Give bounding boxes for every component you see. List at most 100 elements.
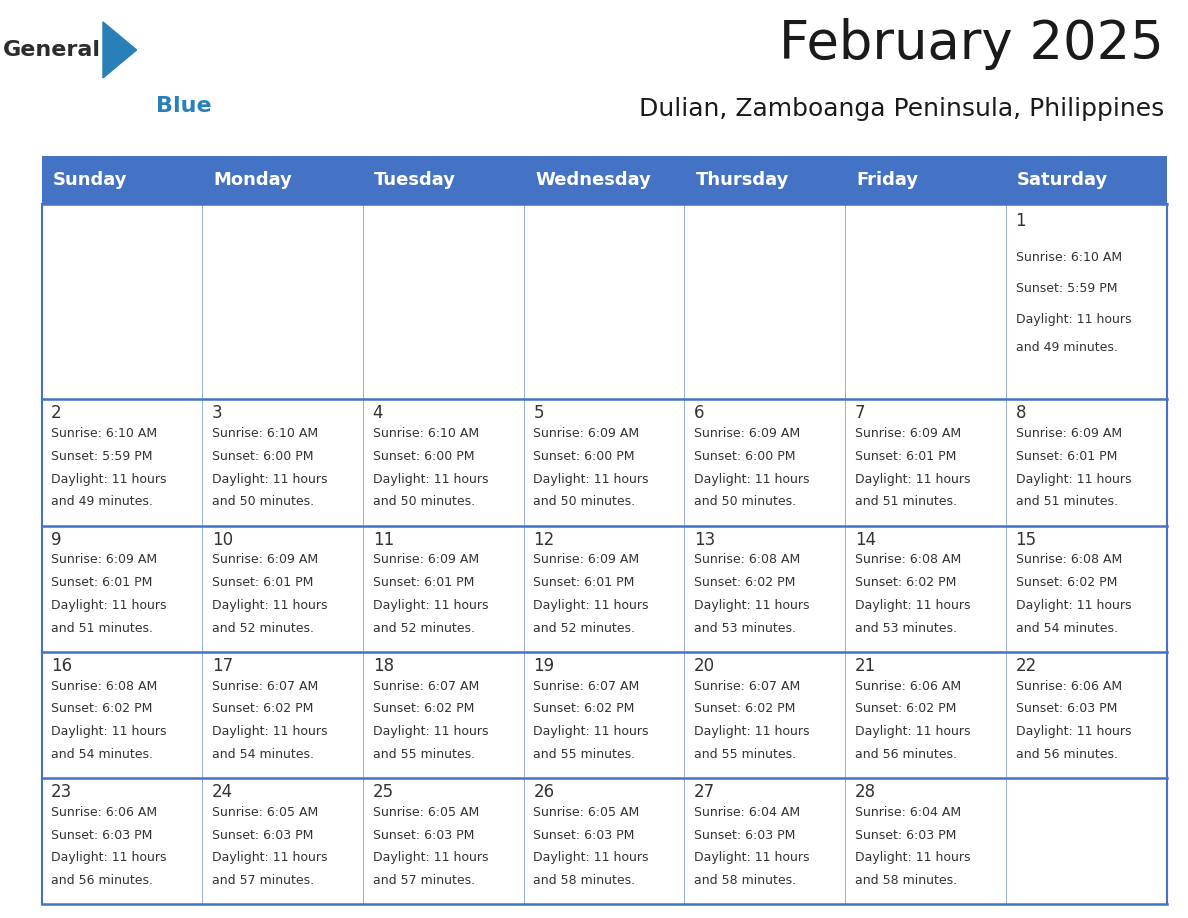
Text: Daylight: 11 hours: Daylight: 11 hours [51, 473, 166, 486]
Bar [42, 156, 202, 204]
Text: Sunrise: 6:10 AM: Sunrise: 6:10 AM [51, 427, 157, 440]
Text: Sunset: 5:59 PM: Sunset: 5:59 PM [1016, 282, 1117, 295]
Text: Daylight: 11 hours: Daylight: 11 hours [373, 473, 488, 486]
Text: Sunset: 6:01 PM: Sunset: 6:01 PM [211, 577, 314, 589]
Text: Sunset: 6:02 PM: Sunset: 6:02 PM [373, 702, 474, 715]
Text: and 55 minutes.: and 55 minutes. [533, 748, 636, 761]
Text: Daylight: 11 hours: Daylight: 11 hours [51, 851, 166, 864]
Text: Daylight: 11 hours: Daylight: 11 hours [855, 473, 971, 486]
Text: Sunrise: 6:08 AM: Sunrise: 6:08 AM [51, 679, 158, 692]
Text: 19: 19 [533, 657, 555, 675]
Text: Daylight: 11 hours: Daylight: 11 hours [1016, 473, 1131, 486]
Text: Sunset: 6:02 PM: Sunset: 6:02 PM [855, 702, 956, 715]
Text: and 58 minutes.: and 58 minutes. [694, 874, 796, 887]
Text: Sunset: 6:03 PM: Sunset: 6:03 PM [211, 829, 314, 842]
Text: Sunset: 6:01 PM: Sunset: 6:01 PM [1016, 450, 1117, 463]
Text: Sunrise: 6:08 AM: Sunrise: 6:08 AM [855, 554, 961, 566]
Text: Sunset: 6:01 PM: Sunset: 6:01 PM [855, 450, 956, 463]
Text: 5: 5 [533, 405, 544, 422]
Text: Sunrise: 6:09 AM: Sunrise: 6:09 AM [855, 427, 961, 440]
Text: Sunset: 6:03 PM: Sunset: 6:03 PM [1016, 702, 1117, 715]
Text: and 56 minutes.: and 56 minutes. [51, 874, 153, 887]
Text: and 51 minutes.: and 51 minutes. [1016, 496, 1118, 509]
Text: Sunset: 6:03 PM: Sunset: 6:03 PM [373, 829, 474, 842]
Text: Sunset: 6:03 PM: Sunset: 6:03 PM [51, 829, 152, 842]
Text: and 54 minutes.: and 54 minutes. [211, 748, 314, 761]
Text: Daylight: 11 hours: Daylight: 11 hours [533, 473, 649, 486]
Text: 23: 23 [51, 783, 72, 801]
Text: Daylight: 11 hours: Daylight: 11 hours [211, 851, 328, 864]
Text: Blue: Blue [156, 96, 211, 116]
Text: 4: 4 [373, 405, 384, 422]
Text: 13: 13 [694, 531, 715, 549]
Text: Daylight: 11 hours: Daylight: 11 hours [1016, 313, 1131, 326]
Text: Sunset: 6:02 PM: Sunset: 6:02 PM [855, 577, 956, 589]
Polygon shape [103, 22, 137, 78]
Text: Daylight: 11 hours: Daylight: 11 hours [694, 473, 809, 486]
Text: 24: 24 [211, 783, 233, 801]
Text: and 53 minutes.: and 53 minutes. [694, 621, 796, 634]
Text: and 51 minutes.: and 51 minutes. [855, 496, 956, 509]
Text: Daylight: 11 hours: Daylight: 11 hours [855, 599, 971, 611]
Text: Daylight: 11 hours: Daylight: 11 hours [533, 851, 649, 864]
Text: 8: 8 [1016, 405, 1026, 422]
Text: Daylight: 11 hours: Daylight: 11 hours [373, 599, 488, 611]
Text: Daylight: 11 hours: Daylight: 11 hours [211, 725, 328, 738]
Text: Sunset: 6:03 PM: Sunset: 6:03 PM [855, 829, 956, 842]
Text: Sunrise: 6:05 AM: Sunrise: 6:05 AM [533, 806, 639, 819]
Text: and 50 minutes.: and 50 minutes. [694, 496, 796, 509]
Text: Sunrise: 6:09 AM: Sunrise: 6:09 AM [211, 554, 318, 566]
Text: 3: 3 [211, 405, 222, 422]
Text: Daylight: 11 hours: Daylight: 11 hours [373, 851, 488, 864]
Text: 1: 1 [1016, 212, 1026, 230]
Text: General: General [4, 40, 101, 60]
Text: Daylight: 11 hours: Daylight: 11 hours [694, 851, 809, 864]
Text: 21: 21 [855, 657, 876, 675]
Text: Sunset: 6:02 PM: Sunset: 6:02 PM [211, 702, 314, 715]
Text: Sunrise: 6:09 AM: Sunrise: 6:09 AM [694, 427, 801, 440]
Text: and 52 minutes.: and 52 minutes. [373, 621, 475, 634]
Text: Daylight: 11 hours: Daylight: 11 hours [211, 599, 328, 611]
Text: Daylight: 11 hours: Daylight: 11 hours [533, 725, 649, 738]
Bar [364, 156, 524, 204]
Text: 12: 12 [533, 531, 555, 549]
Text: Daylight: 11 hours: Daylight: 11 hours [1016, 599, 1131, 611]
Text: 27: 27 [694, 783, 715, 801]
Text: 11: 11 [373, 531, 394, 549]
Text: Sunset: 6:03 PM: Sunset: 6:03 PM [694, 829, 796, 842]
Text: Sunrise: 6:09 AM: Sunrise: 6:09 AM [1016, 427, 1121, 440]
Text: Sunrise: 6:09 AM: Sunrise: 6:09 AM [533, 427, 639, 440]
Text: and 52 minutes.: and 52 minutes. [533, 621, 636, 634]
Text: Dulian, Zamboanga Peninsula, Philippines: Dulian, Zamboanga Peninsula, Philippines [639, 97, 1164, 121]
Text: Sunrise: 6:05 AM: Sunrise: 6:05 AM [211, 806, 318, 819]
Text: Monday: Monday [214, 171, 292, 189]
Text: Sunset: 6:01 PM: Sunset: 6:01 PM [533, 577, 634, 589]
Text: Sunrise: 6:07 AM: Sunrise: 6:07 AM [211, 679, 318, 692]
Text: Sunrise: 6:09 AM: Sunrise: 6:09 AM [533, 554, 639, 566]
Bar [845, 156, 1006, 204]
Text: Thursday: Thursday [696, 171, 789, 189]
Text: Sunset: 6:02 PM: Sunset: 6:02 PM [694, 702, 796, 715]
Text: Sunrise: 6:07 AM: Sunrise: 6:07 AM [694, 679, 801, 692]
Text: 17: 17 [211, 657, 233, 675]
Text: Saturday: Saturday [1017, 171, 1108, 189]
Text: and 49 minutes.: and 49 minutes. [1016, 341, 1118, 353]
Text: Sunrise: 6:04 AM: Sunrise: 6:04 AM [694, 806, 801, 819]
Text: Daylight: 11 hours: Daylight: 11 hours [855, 725, 971, 738]
Text: February 2025: February 2025 [779, 17, 1164, 70]
Text: 2: 2 [51, 405, 62, 422]
Text: Sunrise: 6:05 AM: Sunrise: 6:05 AM [373, 806, 479, 819]
Text: Sunrise: 6:09 AM: Sunrise: 6:09 AM [51, 554, 157, 566]
Text: 20: 20 [694, 657, 715, 675]
Text: Sunrise: 6:10 AM: Sunrise: 6:10 AM [1016, 251, 1121, 263]
Text: and 55 minutes.: and 55 minutes. [694, 748, 796, 761]
Text: 10: 10 [211, 531, 233, 549]
Text: Sunrise: 6:09 AM: Sunrise: 6:09 AM [373, 554, 479, 566]
Text: 18: 18 [373, 657, 393, 675]
Text: Daylight: 11 hours: Daylight: 11 hours [211, 473, 328, 486]
Text: Tuesday: Tuesday [374, 171, 456, 189]
Text: Sunset: 6:00 PM: Sunset: 6:00 PM [694, 450, 796, 463]
Text: Sunrise: 6:06 AM: Sunrise: 6:06 AM [51, 806, 157, 819]
Text: Sunrise: 6:10 AM: Sunrise: 6:10 AM [373, 427, 479, 440]
Text: and 57 minutes.: and 57 minutes. [373, 874, 475, 887]
